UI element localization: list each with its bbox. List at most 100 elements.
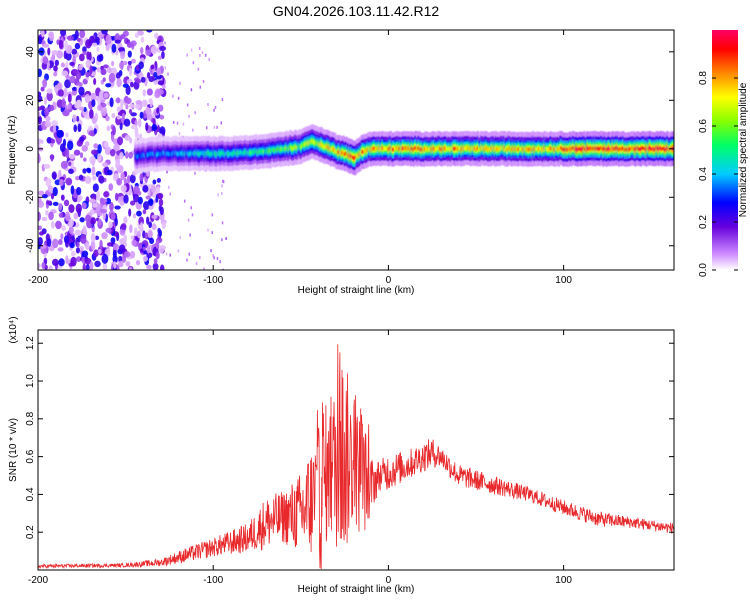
noise-blob (83, 157, 87, 162)
noise-blob (152, 118, 156, 126)
noise-blob (50, 220, 55, 229)
noise-blob (105, 115, 110, 122)
noise-blob (112, 255, 118, 263)
noise-speck (221, 238, 223, 242)
noise-blob (146, 72, 151, 79)
noise-blob (51, 50, 59, 56)
noise-blob (38, 115, 43, 125)
noise-blob (93, 78, 97, 86)
noise-blob (139, 111, 144, 119)
noise-blob (66, 35, 74, 41)
noise-blob (116, 77, 122, 88)
y-tick-label: 0 (25, 146, 36, 152)
noise-blob (116, 178, 123, 186)
noise-blob (50, 192, 55, 200)
noise-blob (108, 183, 114, 191)
noise-blob (85, 59, 91, 69)
noise-blob (56, 99, 64, 108)
noise-blob (159, 45, 167, 52)
noise-blob (52, 186, 58, 197)
noise-blob (85, 71, 90, 78)
noise-blob (70, 250, 76, 257)
noise-blob (111, 43, 117, 53)
noise-blob (94, 112, 98, 122)
noise-blob (71, 48, 78, 55)
snr-y-ticks: 0.2 0.4 0.6 0.8 1.0 1.2 (25, 336, 674, 539)
noise-blob (94, 235, 100, 241)
noise-blob (97, 104, 103, 111)
noise-blob (60, 194, 65, 201)
noise-blob (48, 265, 53, 270)
noise-blob (90, 232, 96, 243)
colorbar-label: Normalized spectral amplitude (738, 82, 749, 217)
snr-y-multiplier: (x10⁴) (8, 316, 19, 343)
noise-blob (40, 30, 45, 38)
noise-blob (81, 145, 88, 152)
colorbar-tick-label: 0.6 (698, 119, 709, 133)
noise-speck (194, 171, 196, 175)
noise-blob (90, 209, 95, 215)
noise-blob (89, 155, 96, 165)
noise-blob (156, 67, 162, 76)
colorbar: 0.0 0.2 0.4 0.6 0.8 Normalized spectral ampl… (698, 30, 749, 277)
noise-blob (120, 172, 125, 181)
noise-blob (48, 104, 55, 112)
noise-speck (186, 53, 188, 57)
noise-blob (158, 198, 164, 207)
noise-speck (220, 121, 223, 125)
noise-blob (96, 66, 101, 73)
noise-blob (129, 81, 134, 88)
noise-blob (41, 216, 48, 222)
noise-speck (186, 103, 189, 107)
y-tick-label: 1.0 (25, 374, 36, 388)
noise-blob (71, 86, 78, 91)
noise-speck (189, 233, 191, 237)
noise-blob (45, 200, 53, 205)
noise-blob (100, 106, 108, 117)
noise-blob (43, 163, 51, 169)
noise-blob (38, 262, 41, 269)
noise-blob (157, 55, 162, 61)
noise-speck (204, 53, 207, 57)
noise-blob (144, 232, 149, 240)
noise-blob (129, 200, 136, 206)
noise-blob (82, 168, 87, 174)
noise-blob (120, 184, 127, 193)
noise-blob (130, 235, 135, 240)
noise-blob (125, 104, 129, 110)
noise-blob (128, 208, 132, 217)
noise-blob (58, 39, 64, 49)
noise-blob (150, 64, 155, 70)
noise-blob (148, 98, 153, 104)
noise-speck (216, 125, 218, 129)
noise-blob (155, 240, 160, 249)
noise-blob (125, 261, 131, 267)
noise-blob (119, 49, 126, 60)
noise-blob (52, 201, 59, 207)
noise-blob (156, 107, 160, 114)
snr-x-ticks: -200 -100 0 100 (28, 330, 572, 586)
noise-blob (60, 62, 65, 68)
noise-blob (145, 106, 150, 116)
noise-blob (73, 212, 79, 220)
noise-blob (102, 262, 108, 270)
noise-blob (60, 160, 68, 170)
noise-speck (166, 170, 168, 174)
noise-blob (75, 247, 81, 254)
noise-speck (201, 51, 204, 55)
noise-blob (153, 32, 159, 39)
noise-blob (123, 194, 129, 204)
noise-blob (77, 123, 82, 133)
noise-speck (177, 249, 180, 253)
noise-blob (109, 202, 114, 212)
noise-blob (128, 108, 133, 114)
noise-speck (212, 254, 214, 258)
noise-blob (118, 260, 124, 268)
noise-blob (74, 42, 81, 50)
noise-blob (102, 77, 106, 82)
noise-blob (117, 47, 125, 52)
noise-blob (119, 122, 123, 131)
noise-blob (123, 251, 131, 258)
noise-speck (164, 41, 166, 45)
noise-blob (50, 138, 56, 144)
